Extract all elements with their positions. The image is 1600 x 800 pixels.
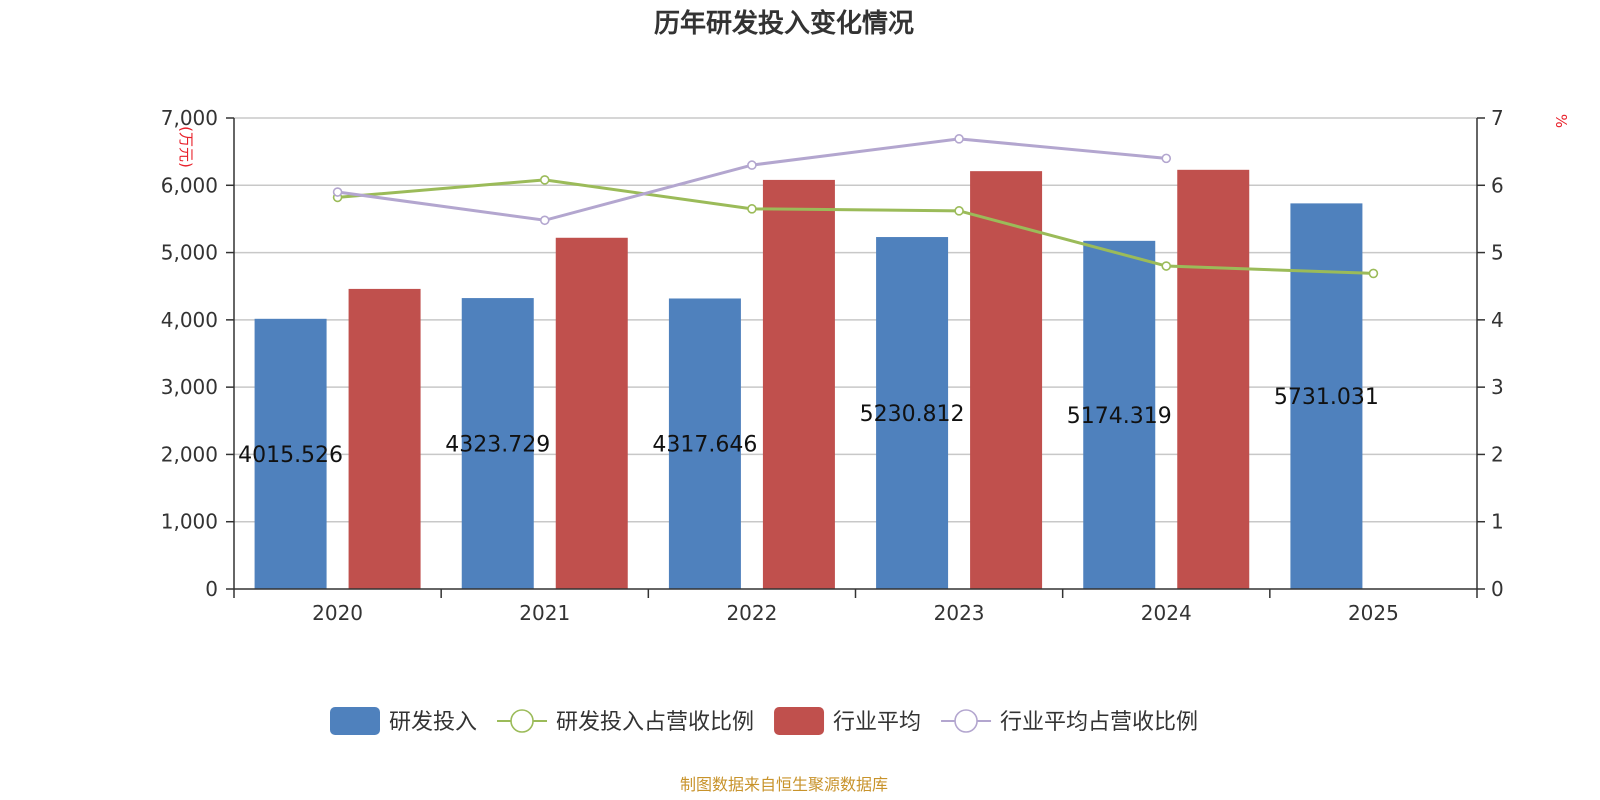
right-axis-tick-label: 1 — [1491, 510, 1504, 534]
right-axis-tick-label: 6 — [1491, 173, 1504, 197]
point-研发投入占营收比例 — [539, 175, 550, 185]
point-研发投入占营收比例 — [747, 204, 757, 214]
point-研发投入占营收比例 — [1368, 268, 1379, 279]
line-研发投入占营收比例 — [337, 178, 1374, 275]
legend-label-研发投入: 研发投入 — [389, 710, 477, 735]
point-行业平均占营收比例 — [1161, 153, 1172, 164]
lines — [332, 134, 1379, 279]
x-axis-tick-label: 2020 — [312, 601, 363, 625]
left-axis-tick-label: 1,000 — [161, 510, 218, 534]
bar-data-label: 4015.526 — [238, 443, 343, 468]
bar-行业平均 — [1177, 169, 1250, 589]
x-axis-tick-label: 2023 — [934, 601, 985, 625]
left-axis-tick-label: 5,000 — [161, 241, 218, 265]
bar-行业平均 — [970, 171, 1043, 590]
axes: 0 1,000 2,000 3,000 4,000 5,000 6,000 7,000 0 1 2 3… — [161, 106, 1504, 625]
bar-研发投入 — [461, 298, 534, 589]
x-axis-tick-label: 2025 — [1348, 601, 1399, 625]
point-行业平均占营收比例 — [539, 215, 550, 226]
legend-marker-行业平均占营收比例 — [954, 709, 978, 733]
legend: 研发投入 研发投入占营收比例 行业平均 行业平均占营收比例 — [330, 707, 1198, 735]
right-axis-tick-label: 3 — [1491, 375, 1504, 399]
chart-title: 历年研发投入变化情况 — [654, 8, 914, 39]
bar-研发投入 — [1083, 240, 1156, 589]
right-axis-unit: % — [1552, 114, 1570, 128]
point-研发投入占营收比例 — [1161, 261, 1172, 271]
legend-label-行业平均占营收比例: 行业平均占营收比例 — [1000, 710, 1198, 735]
left-axis-tick-label: 3,000 — [161, 375, 218, 399]
bar-研发投入 — [254, 318, 327, 589]
left-axis-tick-label: 7,000 — [161, 106, 218, 130]
data-labels: 4015.526 4323.729 4317.646 5230.812 5174.319… — [238, 385, 1379, 468]
legend-swatch-研发投入 — [330, 707, 380, 735]
source-note: 制图数据来自恒生聚源数据库 — [680, 775, 888, 794]
legend-label-研发投入占营收比例: 研发投入占营收比例 — [556, 710, 754, 735]
left-axis-tick-label: 6,000 — [161, 173, 218, 197]
point-研发投入占营收比例 — [954, 206, 964, 216]
legend-marker-研发投入占营收比例 — [510, 709, 534, 733]
bar-行业平均 — [762, 179, 835, 589]
bar-研发投入 — [668, 298, 741, 589]
bar-研发投入 — [876, 237, 949, 589]
x-axis-tick-label: 2024 — [1141, 601, 1192, 625]
right-axis-tick-label: 0 — [1491, 577, 1504, 601]
x-axis-tick-label: 2022 — [726, 601, 777, 625]
bar-data-label: 5230.812 — [860, 402, 965, 427]
right-axis-tick-label: 7 — [1491, 106, 1504, 130]
gridlines — [234, 117, 1477, 523]
bar-data-label: 5731.031 — [1274, 385, 1379, 410]
bars — [254, 169, 1363, 590]
left-axis-tick-label: 2,000 — [161, 442, 218, 466]
bar-data-label: 4317.646 — [652, 433, 757, 458]
left-axis-tick-label: 4,000 — [161, 308, 218, 332]
right-axis-tick-label: 5 — [1491, 241, 1504, 265]
point-行业平均占营收比例 — [332, 187, 343, 197]
right-axis-tick-label: 4 — [1491, 308, 1504, 332]
bar-行业平均 — [348, 288, 421, 589]
point-行业平均占营收比例 — [954, 134, 964, 144]
bar-data-label: 5174.319 — [1067, 404, 1172, 429]
left-axis-tick-label: 0 — [205, 577, 218, 601]
right-axis-tick-label: 2 — [1491, 442, 1504, 466]
bar-data-label: 4323.729 — [445, 433, 550, 458]
point-行业平均占营收比例 — [747, 160, 757, 170]
legend-label-行业平均: 行业平均 — [833, 710, 921, 735]
x-axis-tick-label: 2021 — [519, 601, 570, 625]
left-axis-unit: (万元) — [177, 126, 195, 168]
bar-研发投入 — [1290, 203, 1363, 589]
legend-swatch-行业平均 — [774, 707, 825, 735]
bar-行业平均 — [555, 237, 628, 590]
